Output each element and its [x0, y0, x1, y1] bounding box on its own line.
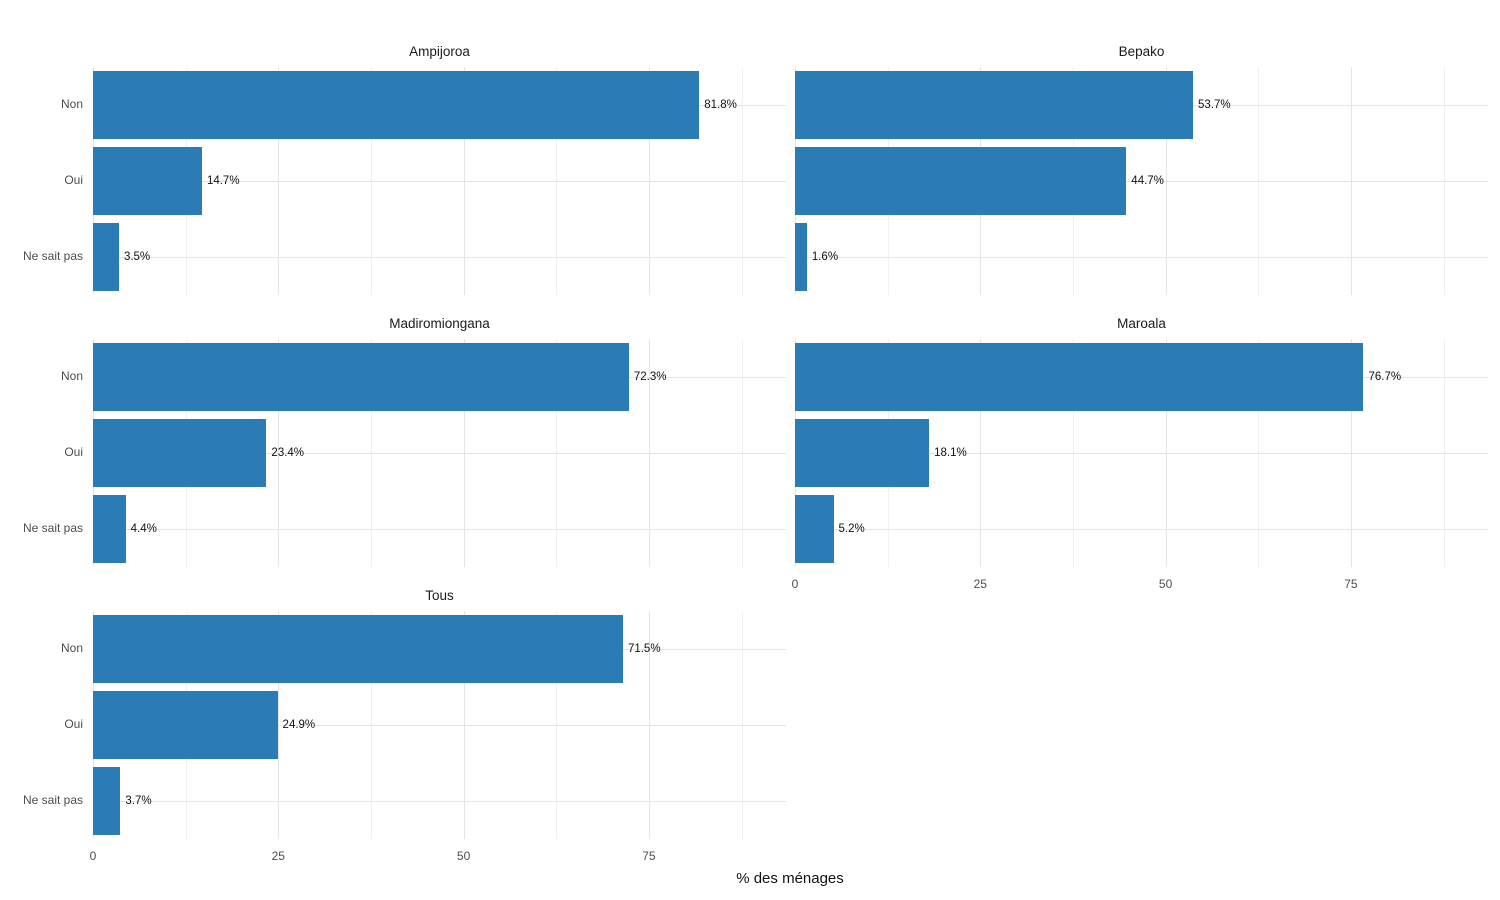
gridline-category	[93, 725, 786, 726]
gridline-category	[93, 529, 786, 530]
bar-value-label: 3.7%	[125, 795, 152, 807]
x-tick-label: 75	[642, 849, 656, 863]
bar	[93, 147, 202, 215]
bar-value-label: 81.8%	[704, 99, 737, 111]
bar-value-label: 18.1%	[934, 447, 967, 459]
category-label: Ne sait pas	[22, 793, 83, 807]
facet-panel: 76.7% 18.1% 5.2%	[795, 339, 1488, 567]
bar	[93, 767, 121, 835]
bar	[93, 71, 700, 139]
bar-value-label: 3.5%	[123, 251, 151, 263]
gridline-category	[795, 257, 1488, 258]
category-label: Oui	[64, 173, 83, 187]
gridline-category	[93, 801, 786, 802]
bar-value-label: 71.5%	[627, 643, 661, 655]
gridline-category	[93, 257, 786, 258]
bar	[93, 419, 267, 487]
bar	[795, 419, 930, 487]
bar	[93, 691, 278, 759]
bar	[795, 71, 1193, 139]
x-tick-label: 75	[1344, 577, 1358, 591]
facet-panel: 71.5% 24.9% 3.7%	[93, 611, 786, 839]
category-label: Oui	[64, 445, 83, 459]
gridline-category	[93, 453, 786, 454]
bar	[795, 223, 807, 291]
gridline-category	[93, 181, 786, 182]
bar-value-label: 72.3%	[633, 371, 667, 383]
bar	[93, 495, 126, 563]
facet-title: Madiromiongana	[389, 316, 490, 331]
bar	[795, 147, 1127, 215]
bar-value-label: 44.7%	[1131, 175, 1164, 187]
x-tick-label: 0	[89, 849, 97, 863]
x-tick-label: 50	[456, 849, 471, 863]
gridline-category	[795, 453, 1488, 454]
bar	[93, 223, 119, 291]
x-tick-label: 25	[973, 577, 987, 591]
category-label: Ne sait pas	[22, 521, 83, 535]
facet-title: Ampijoroa	[409, 44, 470, 59]
category-label: Non	[60, 97, 83, 111]
bar-value-label: 4.4%	[130, 523, 157, 535]
facet-panel: 81.8% 14.7% 3.5%	[93, 67, 786, 295]
facet-title: Tous	[425, 588, 454, 603]
bar-value-label: 14.7%	[206, 175, 240, 187]
bar-value-label: 76.7%	[1368, 371, 1402, 383]
bar-value-label: 1.6%	[811, 251, 839, 263]
bar	[795, 495, 834, 563]
facet-title: Maroala	[1117, 316, 1166, 331]
x-axis-title: % des ménages	[736, 870, 844, 887]
facet-title: Bepako	[1118, 44, 1165, 59]
bar-value-label: 5.2%	[838, 523, 865, 535]
bar-value-label: 24.9%	[282, 719, 316, 731]
x-tick-label: 50	[1158, 577, 1173, 591]
category-label: Non	[60, 641, 83, 655]
category-label: Non	[60, 369, 83, 383]
gridline-category	[795, 181, 1488, 182]
bar	[795, 343, 1364, 411]
bar	[93, 615, 623, 683]
gridline-category	[795, 529, 1488, 530]
facet-panel: 53.7% 44.7% 1.6%	[795, 67, 1488, 295]
category-label: Oui	[64, 717, 83, 731]
x-tick-label: 25	[271, 849, 285, 863]
bar-value-label: 23.4%	[271, 447, 305, 459]
facet-panel: 72.3% 23.4% 4.4%	[93, 339, 786, 567]
bar	[93, 343, 629, 411]
bar-value-label: 53.7%	[1198, 99, 1231, 111]
x-tick-label: 0	[791, 577, 799, 591]
category-label: Ne sait pas	[22, 249, 83, 263]
